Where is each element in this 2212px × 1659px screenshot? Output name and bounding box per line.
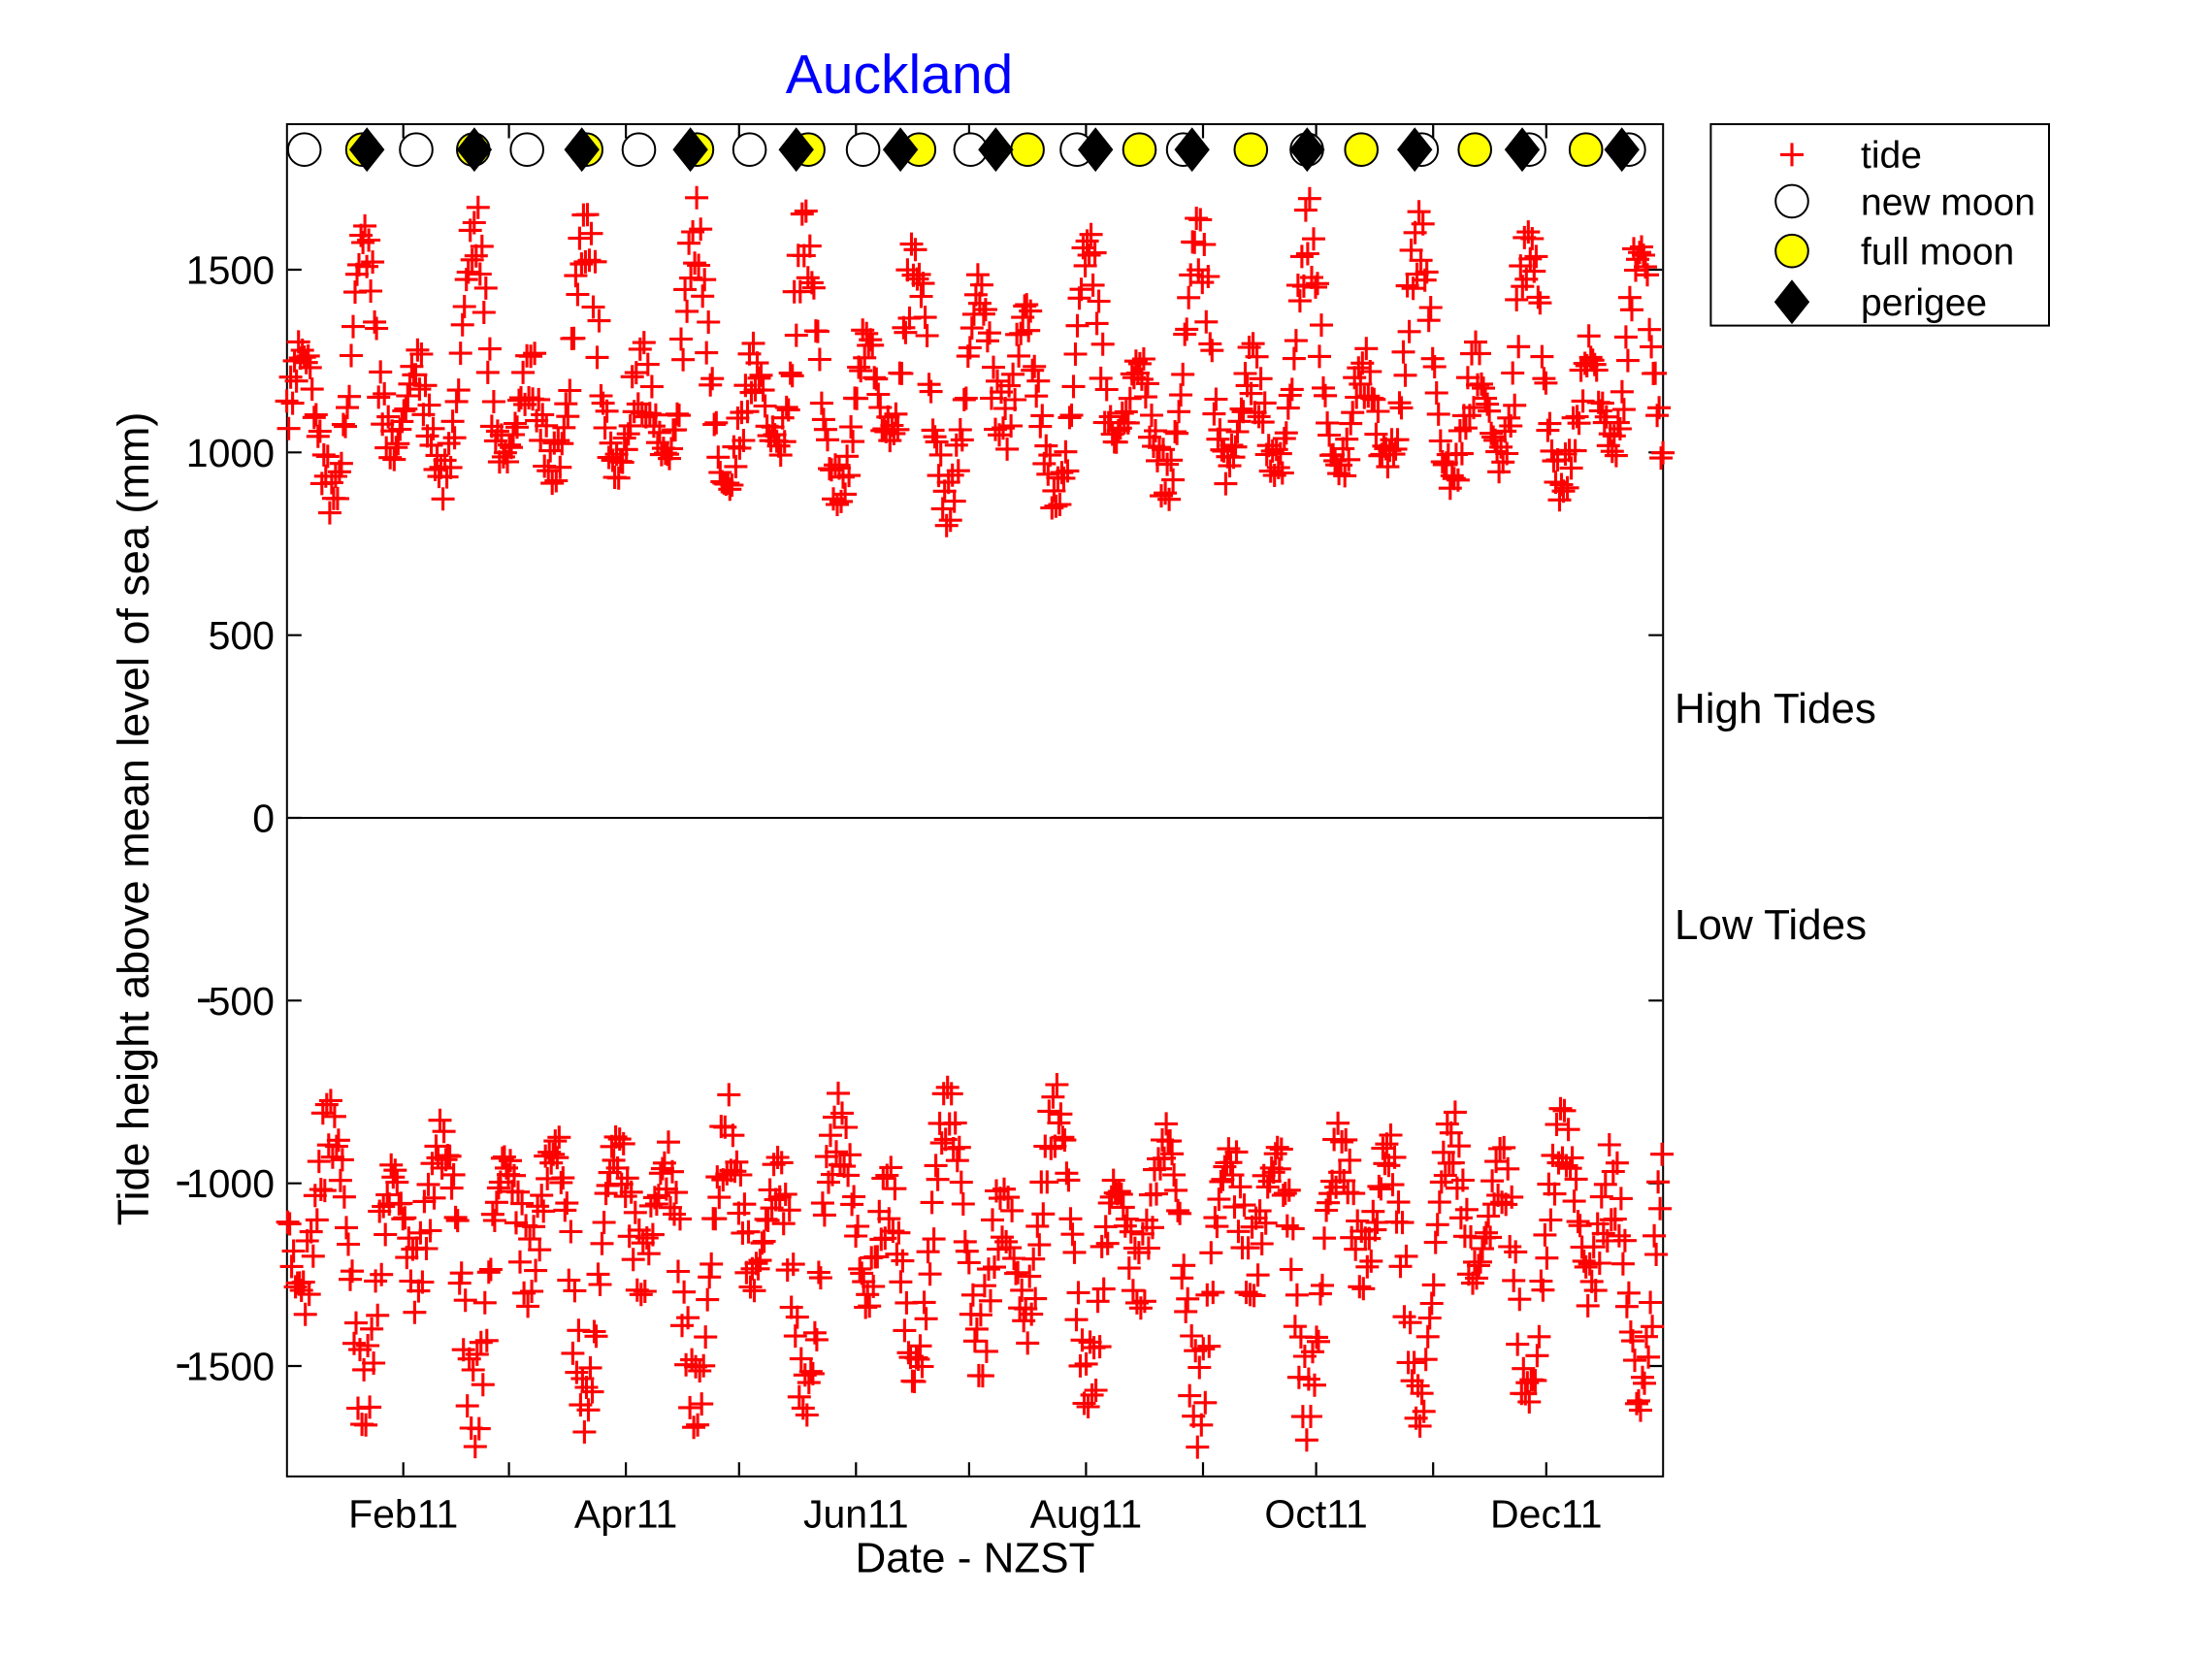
svg-text:Dec11: Dec11 xyxy=(1490,1492,1602,1537)
svg-text:Aug11: Aug11 xyxy=(1030,1492,1143,1537)
svg-text:Auckland: Auckland xyxy=(786,44,1014,106)
svg-text:Date - NZST: Date - NZST xyxy=(856,1535,1095,1582)
svg-text:Feb11: Feb11 xyxy=(348,1492,458,1537)
svg-text:1000: 1000 xyxy=(186,431,275,475)
svg-text:Low Tides: Low Tides xyxy=(1675,901,1867,949)
svg-text:Tide height above mean level o: Tide height above mean level of sea (mm) xyxy=(109,412,158,1226)
svg-text:High Tides: High Tides xyxy=(1675,685,1876,732)
svg-text:new moon: new moon xyxy=(1861,181,2035,223)
svg-text:1000: 1000 xyxy=(186,1161,275,1206)
svg-text:Oct11: Oct11 xyxy=(1264,1492,1367,1537)
svg-text:500: 500 xyxy=(209,979,275,1024)
svg-text:1500: 1500 xyxy=(186,1345,275,1389)
svg-text:Apr11: Apr11 xyxy=(574,1492,677,1537)
svg-text:full moon: full moon xyxy=(1861,232,2014,274)
svg-text:0: 0 xyxy=(252,797,275,841)
svg-text:1500: 1500 xyxy=(186,248,275,293)
svg-text:tide: tide xyxy=(1861,135,1922,177)
svg-text:perigee: perigee xyxy=(1861,282,1987,324)
svg-text:Jun11: Jun11 xyxy=(803,1492,909,1537)
svg-text:500: 500 xyxy=(209,613,275,658)
